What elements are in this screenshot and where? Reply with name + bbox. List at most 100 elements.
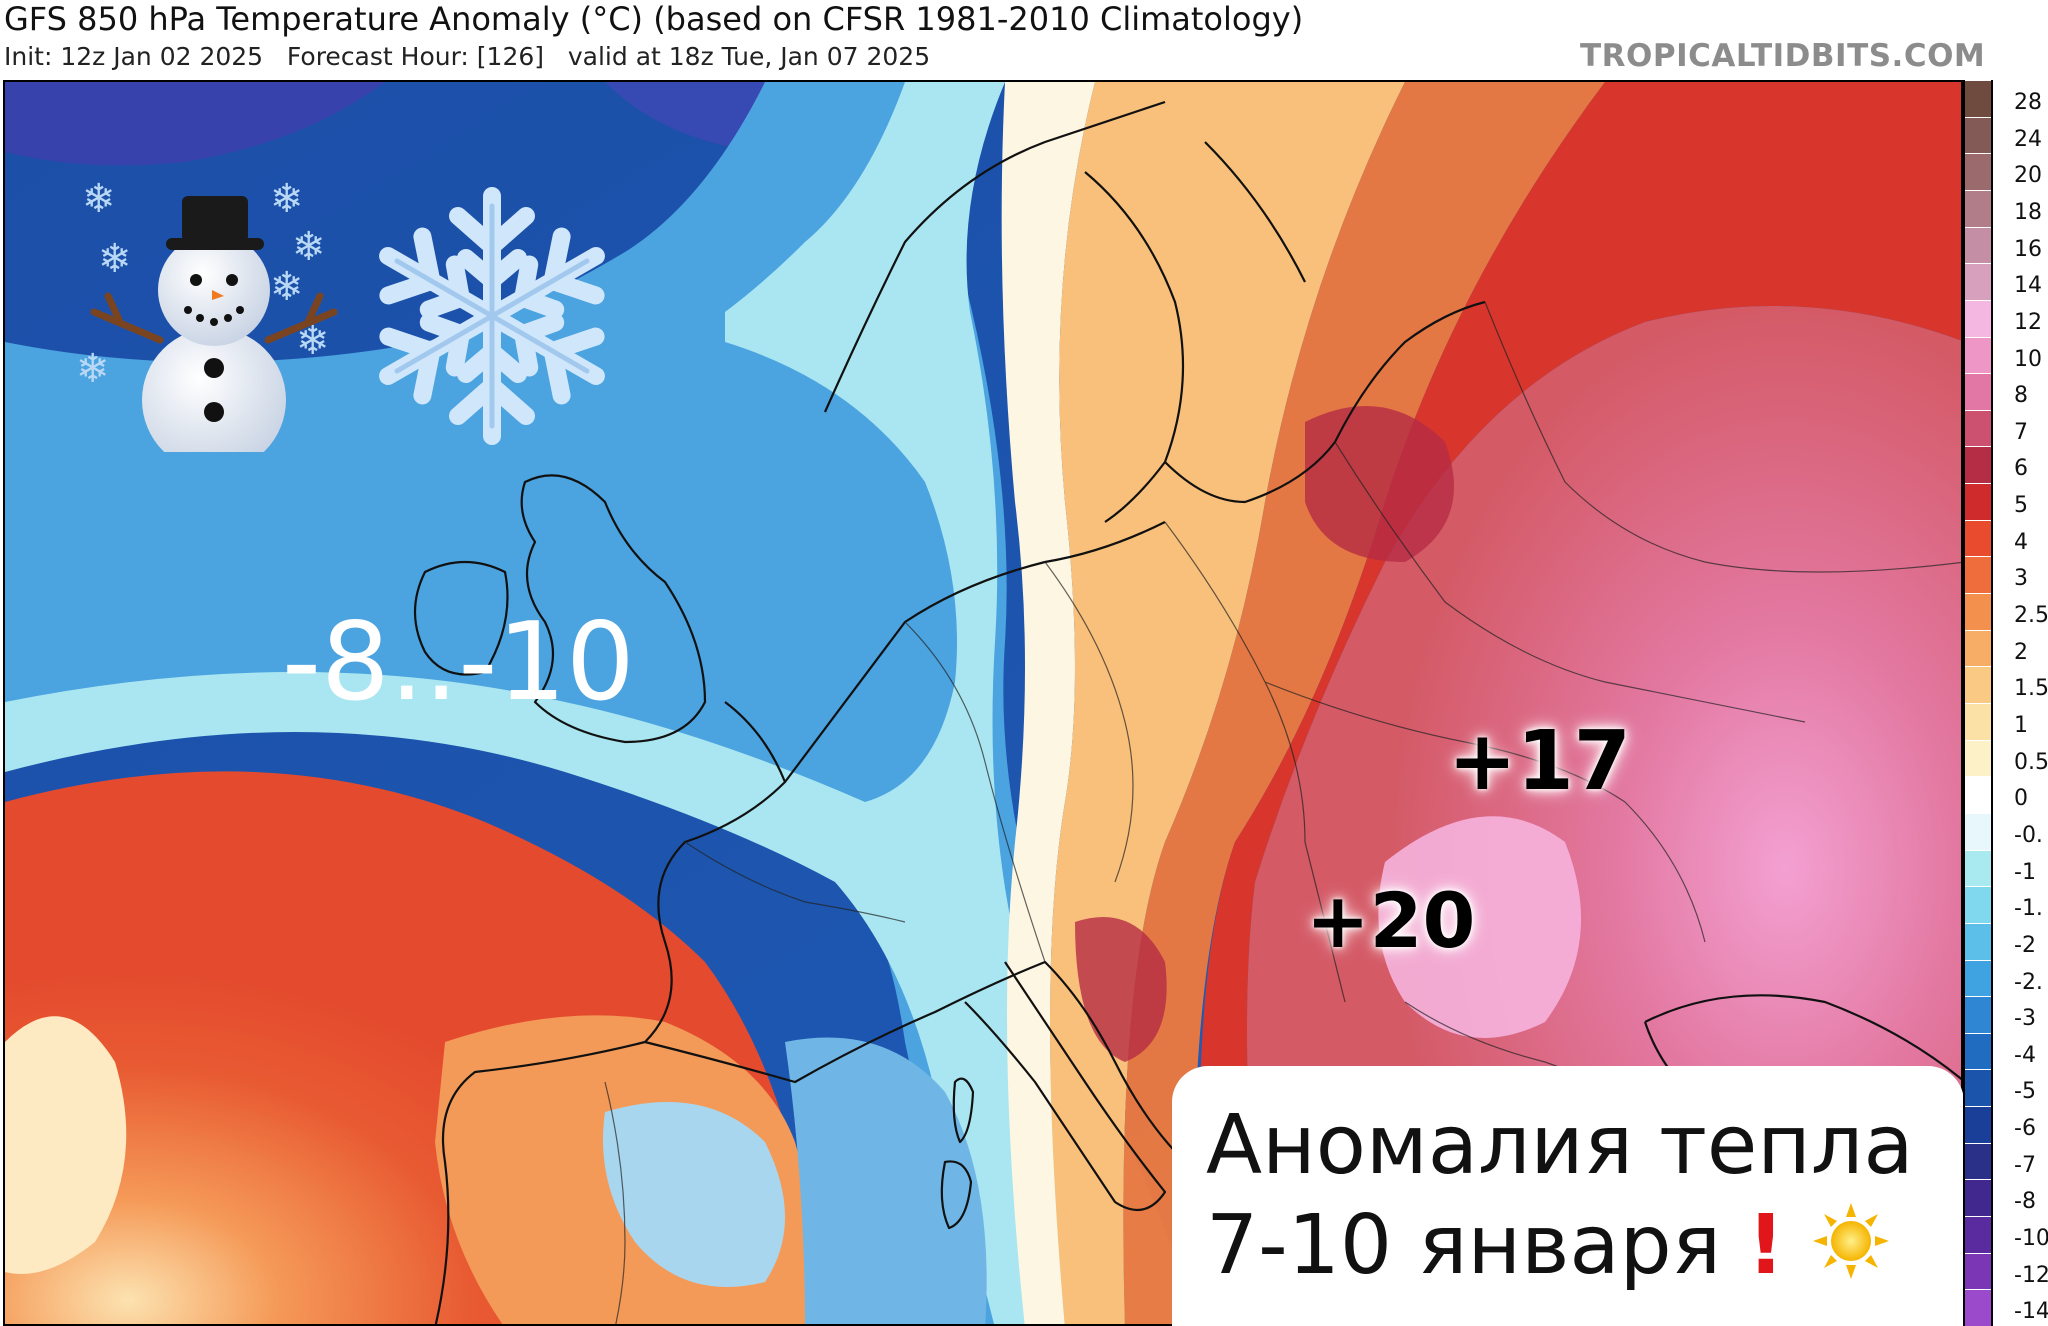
colorbar-segment bbox=[1965, 153, 1991, 190]
colorbar-segment bbox=[1965, 1069, 1991, 1107]
caption-box: Аномалия тепла 7-10 января ! bbox=[1172, 1066, 1964, 1326]
colorbar-label: 1 bbox=[2014, 713, 2028, 738]
cold-anomaly-label: -8..-10 bbox=[282, 600, 635, 725]
coastlines bbox=[413, 100, 1961, 1324]
colorbar-segment bbox=[1965, 556, 1991, 594]
red-band bbox=[1199, 82, 1961, 1324]
colorbar-label: 7 bbox=[2014, 419, 2028, 445]
hot-core bbox=[1378, 816, 1581, 1038]
colorbar-segment bbox=[1965, 483, 1991, 520]
colorbar-label: 6 bbox=[2014, 456, 2028, 482]
brand-watermark: TROPICALTIDBITS.COM bbox=[1580, 38, 1986, 74]
colorbar-label: 3 bbox=[2014, 566, 2028, 592]
snowman-icon: ❄ ❄ ❄ ❄ ❄ ❄ ❄ bbox=[76, 176, 338, 452]
colorbar-segment bbox=[1965, 446, 1991, 484]
colorbar-label: 0 bbox=[2014, 786, 2028, 812]
colorbar-label: 10 bbox=[2014, 346, 2042, 372]
colorbar-label: -3 bbox=[2014, 1006, 2036, 1032]
colorbar-label: -1. bbox=[2014, 896, 2043, 922]
colorbar-label: 12 bbox=[2014, 309, 2042, 335]
map-subtitle: Init: 12z Jan 02 2025 Forecast Hour: [12… bbox=[4, 42, 931, 71]
iberia-cool-patch bbox=[603, 1102, 785, 1287]
colorbar-segment bbox=[1965, 373, 1991, 410]
colorbar-segment bbox=[1965, 1252, 1991, 1290]
colorbar-label: -10 bbox=[2014, 1226, 2048, 1252]
colorbar-label: 28 bbox=[2014, 90, 2042, 115]
colorbar-label: 1.5 bbox=[2014, 676, 2048, 702]
map-title: GFS 850 hPa Temperature Anomaly (°C) (ba… bbox=[4, 0, 1304, 38]
colorbar-label: -1 bbox=[2014, 859, 2036, 885]
colorbar-label: -4 bbox=[2014, 1042, 2036, 1068]
colorbar-segment bbox=[1965, 409, 1991, 447]
svg-text:❄: ❄ bbox=[270, 176, 304, 222]
colorbar-segment bbox=[1965, 776, 1991, 813]
atlantic-light-core bbox=[5, 1016, 127, 1274]
colorbar-label: -6 bbox=[2014, 1116, 2036, 1142]
colorbar-segment bbox=[1965, 703, 1991, 740]
svg-text:❄: ❄ bbox=[98, 236, 132, 282]
colorbar-segment bbox=[1965, 116, 1991, 154]
colorbar-label: 5 bbox=[2014, 493, 2028, 519]
svg-text:❄: ❄ bbox=[270, 264, 304, 310]
dark-red-patch bbox=[1305, 406, 1454, 562]
colorbar-label: -2 bbox=[2014, 932, 2036, 958]
colorbar-segment bbox=[1965, 80, 1991, 117]
colorbar-label: -8 bbox=[2014, 1189, 2036, 1215]
colorbar-segment bbox=[1965, 1142, 1991, 1180]
colorbar-label: 8 bbox=[2014, 383, 2028, 409]
colorbar-segment bbox=[1965, 666, 1991, 703]
colorbar-segment bbox=[1965, 593, 1991, 630]
central-warm-band bbox=[1050, 82, 1405, 1324]
snowflake-icon bbox=[352, 187, 632, 456]
colorbar-label: -7 bbox=[2014, 1152, 2036, 1178]
borders bbox=[604, 301, 1961, 1324]
colorbar-segment bbox=[1965, 336, 1991, 374]
caption-line-2: 7-10 января ! bbox=[1206, 1196, 1964, 1296]
colorbar-label: 16 bbox=[2014, 236, 2042, 262]
colorbar-segment bbox=[1965, 886, 1991, 923]
svg-text:❄: ❄ bbox=[292, 224, 326, 270]
colorbar-segment bbox=[1965, 189, 1991, 227]
colorbar-segment bbox=[1965, 959, 1991, 997]
neutral-band bbox=[1001, 82, 1095, 1324]
colorbar-segment bbox=[1965, 1106, 1991, 1143]
colorbar-segment bbox=[1965, 1032, 1991, 1070]
colorbar-label: 2.5 bbox=[2014, 603, 2048, 629]
colorbar-segment bbox=[1965, 629, 1991, 667]
orange-band bbox=[1123, 82, 1605, 1324]
colorbar-label: 0.5 bbox=[2014, 749, 2048, 775]
deep-cold-patch bbox=[5, 82, 385, 166]
colorbar-segment bbox=[1965, 812, 1991, 850]
colorbar-label: -12 bbox=[2014, 1262, 2048, 1288]
exclamation-icon: ! bbox=[1747, 1198, 1785, 1293]
colorbar-label: -0. bbox=[2014, 822, 2043, 848]
colorbar-label: 18 bbox=[2014, 199, 2042, 225]
caption-line-1: Аномалия тепла bbox=[1206, 1098, 1914, 1193]
warm-anomaly-label-20: +20 bbox=[1306, 876, 1476, 965]
warm-anomaly-label-17: +17 bbox=[1448, 714, 1631, 809]
colorbar-segment bbox=[1965, 849, 1991, 887]
colorbar-segment bbox=[1965, 263, 1991, 300]
colorbar-label: -5 bbox=[2014, 1079, 2036, 1105]
colorbar-segment bbox=[1965, 226, 1991, 264]
colorbar-label: 24 bbox=[2014, 126, 2042, 152]
colorbar-segment bbox=[1965, 739, 1991, 777]
svg-text:❄: ❄ bbox=[76, 346, 110, 392]
colorbar-segment bbox=[1965, 1179, 1991, 1217]
sun-icon bbox=[1812, 1203, 1889, 1279]
colorbar-segment bbox=[1965, 519, 1991, 557]
colorbar-label: -14 bbox=[2014, 1299, 2048, 1325]
colorbar-label: 14 bbox=[2014, 273, 2042, 299]
colorbar-label: -2. bbox=[2014, 969, 2043, 995]
dark-red-patch-2 bbox=[1075, 917, 1167, 1062]
colorbar-segment bbox=[1965, 1289, 1991, 1326]
colorbar-label: 2 bbox=[2014, 639, 2028, 665]
colorbar-segment bbox=[1965, 1216, 1991, 1253]
svg-text:❄: ❄ bbox=[82, 176, 116, 222]
caption-dates: 7-10 января bbox=[1206, 1198, 1722, 1293]
colorbar bbox=[1963, 80, 1993, 1326]
colorbar-label: 4 bbox=[2014, 529, 2028, 555]
light-cold-band bbox=[5, 82, 1124, 1324]
colorbar-segment bbox=[1965, 922, 1991, 960]
colorbar-label: 20 bbox=[2014, 163, 2042, 189]
